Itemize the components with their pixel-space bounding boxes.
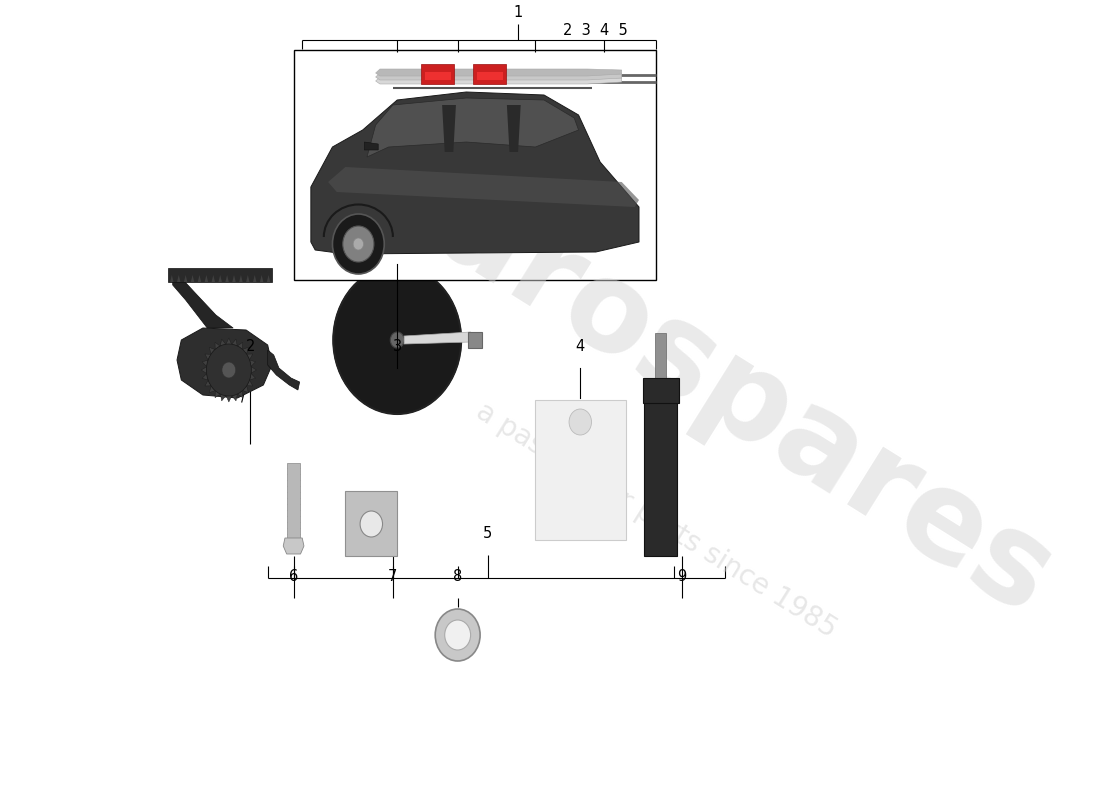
- Circle shape: [343, 226, 374, 262]
- Polygon shape: [232, 394, 238, 401]
- Circle shape: [222, 362, 235, 378]
- Polygon shape: [250, 360, 255, 366]
- Circle shape: [360, 511, 383, 537]
- Bar: [645, 391, 676, 556]
- Bar: [473, 64, 506, 84]
- Polygon shape: [267, 350, 299, 390]
- Text: 1: 1: [514, 5, 522, 20]
- Polygon shape: [404, 332, 475, 344]
- Polygon shape: [209, 386, 216, 393]
- Text: a passion for parts since 1985: a passion for parts since 1985: [471, 397, 842, 643]
- Polygon shape: [226, 338, 232, 344]
- Polygon shape: [243, 386, 249, 393]
- Circle shape: [390, 332, 404, 348]
- Bar: [294, 50, 657, 280]
- Polygon shape: [267, 275, 271, 282]
- Polygon shape: [507, 105, 520, 152]
- Text: 3: 3: [393, 339, 402, 354]
- Polygon shape: [209, 347, 214, 354]
- Polygon shape: [442, 105, 455, 152]
- Text: 2: 2: [245, 339, 255, 354]
- Bar: [644, 378, 679, 403]
- Polygon shape: [246, 275, 250, 282]
- Text: 8: 8: [453, 569, 462, 584]
- Polygon shape: [205, 354, 211, 360]
- Polygon shape: [211, 275, 215, 282]
- Circle shape: [444, 620, 471, 650]
- Polygon shape: [170, 275, 174, 282]
- Polygon shape: [246, 354, 253, 360]
- Circle shape: [569, 409, 592, 435]
- Polygon shape: [205, 380, 211, 386]
- Bar: [168, 268, 272, 282]
- Polygon shape: [173, 275, 233, 328]
- Polygon shape: [214, 390, 220, 398]
- Polygon shape: [375, 73, 622, 80]
- Polygon shape: [364, 142, 378, 150]
- Polygon shape: [227, 396, 232, 402]
- Text: 6: 6: [289, 569, 298, 584]
- Text: 5: 5: [483, 526, 493, 541]
- Polygon shape: [232, 275, 235, 282]
- Polygon shape: [250, 374, 255, 380]
- Text: 7: 7: [388, 569, 397, 584]
- Polygon shape: [375, 77, 622, 84]
- Text: 4: 4: [575, 339, 585, 354]
- Bar: [476, 72, 503, 80]
- Text: 9: 9: [678, 569, 686, 584]
- Polygon shape: [311, 92, 639, 254]
- Bar: [425, 72, 451, 80]
- Polygon shape: [283, 538, 304, 554]
- Polygon shape: [242, 347, 249, 354]
- Polygon shape: [260, 275, 263, 282]
- Polygon shape: [190, 275, 195, 282]
- Bar: [468, 332, 482, 348]
- Polygon shape: [184, 275, 187, 282]
- Polygon shape: [238, 390, 243, 398]
- Polygon shape: [202, 374, 208, 380]
- Polygon shape: [238, 342, 243, 350]
- Circle shape: [332, 214, 384, 274]
- Polygon shape: [232, 339, 238, 346]
- Circle shape: [353, 238, 363, 250]
- Text: eurospares: eurospares: [341, 119, 1075, 641]
- Bar: [345, 491, 397, 556]
- Polygon shape: [239, 275, 243, 282]
- Polygon shape: [198, 275, 201, 282]
- Bar: [536, 400, 626, 540]
- Polygon shape: [246, 380, 253, 386]
- Polygon shape: [375, 69, 622, 76]
- Polygon shape: [226, 275, 229, 282]
- Polygon shape: [201, 367, 207, 374]
- Circle shape: [436, 609, 480, 661]
- Polygon shape: [205, 275, 208, 282]
- Polygon shape: [220, 339, 225, 346]
- Circle shape: [207, 344, 251, 396]
- Polygon shape: [251, 366, 256, 373]
- Polygon shape: [328, 167, 639, 207]
- Polygon shape: [214, 342, 220, 350]
- Polygon shape: [202, 360, 208, 366]
- Polygon shape: [220, 394, 225, 401]
- Polygon shape: [177, 275, 180, 282]
- Text: 2  3  4  5: 2 3 4 5: [563, 23, 628, 38]
- Polygon shape: [219, 275, 222, 282]
- Bar: [656, 333, 666, 378]
- Polygon shape: [253, 275, 256, 282]
- Bar: [421, 64, 454, 84]
- Bar: [287, 463, 300, 538]
- Polygon shape: [367, 98, 579, 157]
- Polygon shape: [177, 328, 272, 398]
